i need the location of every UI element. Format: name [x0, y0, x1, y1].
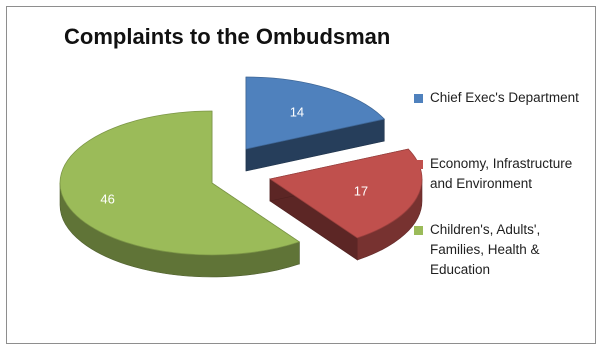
- legend-label-childrens: Children's, Adults', Families, Health & …: [430, 222, 541, 277]
- legend-label-chief-exec: Chief Exec's Department: [430, 90, 579, 105]
- data-label-economy: 17: [354, 184, 368, 199]
- data-label-chief-exec: 14: [290, 104, 304, 119]
- pie-data-labels: 14 17 46: [100, 104, 368, 206]
- pie-slice-tops: [59, 76, 423, 256]
- pie-slice-economy: [268, 148, 423, 239]
- legend-swatch-economy: [414, 160, 423, 169]
- legend-swatch-chief-exec: [414, 94, 423, 103]
- data-label-childrens: 46: [100, 192, 114, 207]
- legend-label-economy: Economy, Infrastructure and Environment: [430, 156, 573, 191]
- chart-title: Complaints to the Ombudsman: [64, 24, 391, 49]
- legend-swatch-childrens: [414, 226, 423, 235]
- pie-slice-chief-exec: [245, 76, 386, 150]
- pie-slice-childrens: [59, 110, 301, 256]
